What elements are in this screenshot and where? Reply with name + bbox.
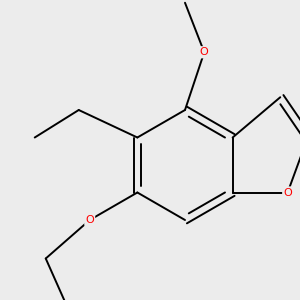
Text: O: O (200, 47, 208, 57)
Text: O: O (85, 215, 94, 225)
Text: O: O (283, 188, 292, 197)
